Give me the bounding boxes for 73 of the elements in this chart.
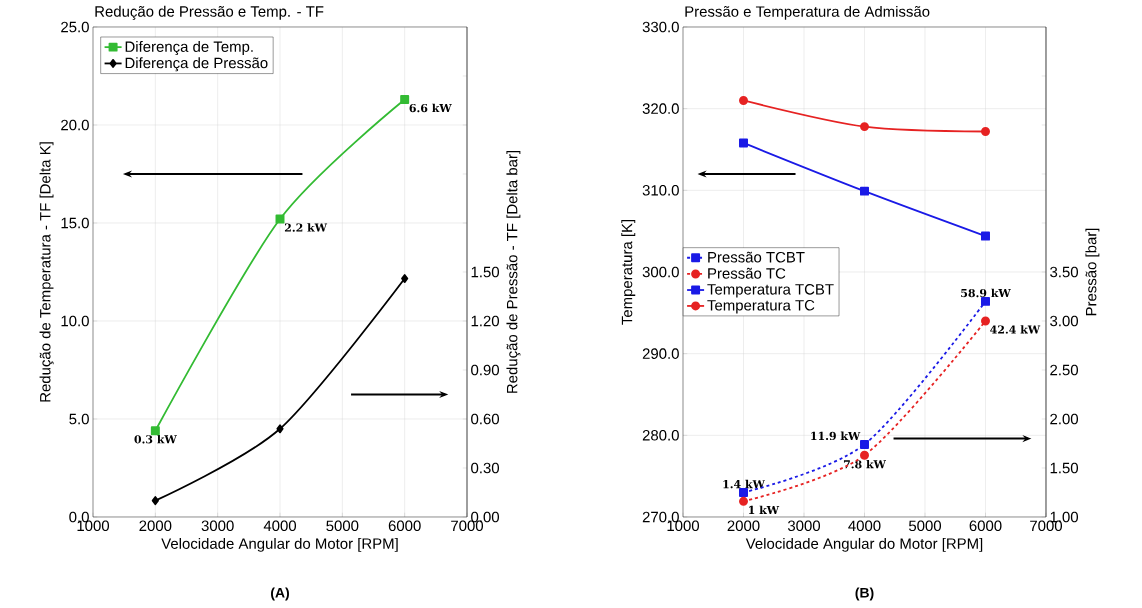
x-tick-label: 4000	[263, 520, 297, 532]
y-axis-title: Temperatura [K]	[621, 219, 636, 325]
y2-tick-label: 1.50	[471, 266, 500, 278]
point	[739, 496, 748, 506]
legend-label: Pressão TC	[708, 267, 786, 279]
y-tick-label: 300.0	[642, 266, 679, 278]
x-axis-title: Velocidade Angular do Motor [RPM]	[745, 537, 983, 552]
y2-tick-label: 1.20	[471, 315, 500, 327]
point	[981, 127, 990, 137]
y2-tick-label: 2.50	[1050, 364, 1079, 376]
point	[739, 96, 748, 105]
y2-axis-title: Pressão [bar]	[1085, 228, 1100, 316]
point	[860, 439, 869, 449]
point	[400, 95, 410, 104]
x-tick-label: 3000	[201, 520, 234, 532]
legend-label: Diferença de Pressão	[125, 57, 268, 72]
chart-title: Redução de Pressão e Temp. - TF	[95, 5, 324, 20]
y-tick-label: 320.0	[642, 103, 679, 114]
y-tick-label: 25.0	[61, 21, 89, 33]
annotation: 1 kW	[749, 505, 780, 514]
annotation: 42.4 kW	[990, 325, 1041, 334]
y2-axis-title: Redução de Pressão - TF [Delta bar]	[506, 151, 521, 393]
point	[151, 496, 159, 506]
x-tick-label: 6000	[969, 520, 1002, 532]
x-tick-label: 5000	[908, 520, 942, 532]
y-tick-label: 310.0	[642, 185, 679, 196]
point	[276, 424, 284, 434]
legend-label: Temperatura TCBT	[707, 284, 834, 298]
y-tick-label: 5.0	[69, 413, 89, 425]
x-tick-label: 2000	[139, 520, 172, 532]
x-tick-label: 2000	[727, 520, 760, 532]
annotation: 6.6 kW	[409, 103, 452, 113]
point	[275, 214, 285, 224]
point	[401, 274, 409, 284]
point	[739, 488, 748, 497]
point	[860, 450, 869, 460]
point	[860, 122, 869, 132]
y2-tick-label: 2.00	[1050, 413, 1079, 425]
annotation: 7.8 kW	[843, 459, 887, 469]
y-tick-label: 280.0	[642, 430, 679, 441]
y2-tick-label: 0.30	[471, 462, 500, 474]
y2-tick-label: 3.50	[1050, 266, 1079, 278]
point	[860, 186, 869, 196]
y-tick-label: 10.0	[61, 315, 89, 327]
x-tick-label: 3000	[787, 520, 821, 532]
legend-label: Diferença de Temp.	[125, 40, 253, 55]
x-tick-label: 4000	[848, 520, 881, 532]
y2-tick-label: 0.60	[471, 413, 500, 425]
y2-tick-label: 3.00	[1050, 315, 1079, 327]
annotation: 0.3 kW	[134, 434, 177, 444]
annotation: 2.2 kW	[284, 223, 328, 232]
text: (B)	[855, 587, 874, 601]
y-axis-title: Redução de Temperatura - TF [Delta K]	[39, 142, 54, 402]
annotation: 11.9 kW	[811, 431, 861, 441]
y-tick-label: 330.0	[642, 21, 679, 33]
annotation: 1.4 kW	[723, 479, 766, 489]
x-tick-label: 6000	[388, 520, 421, 532]
legend-label: Pressão TCBT	[708, 251, 805, 263]
point	[150, 426, 160, 436]
point	[739, 138, 748, 148]
y2-tick-label: 0.90	[471, 364, 500, 376]
legend-label: Temperatura TC	[707, 299, 815, 314]
y-tick-label: 15.0	[61, 217, 89, 229]
text: (A)	[271, 587, 289, 601]
y-tick-label: 290.0	[642, 348, 679, 359]
x-tick-label: 5000	[326, 520, 359, 532]
y-tick-label: 20.0	[61, 119, 89, 131]
chart-title: Pressão e Temperatura de Admissão	[685, 5, 930, 20]
x-axis-title: Velocidade Angular do Motor [RPM]	[161, 537, 398, 552]
point	[981, 316, 990, 326]
annotation: 58.9 kW	[961, 288, 1011, 298]
y2-tick-label: 1.50	[1050, 462, 1079, 474]
point	[981, 231, 990, 241]
